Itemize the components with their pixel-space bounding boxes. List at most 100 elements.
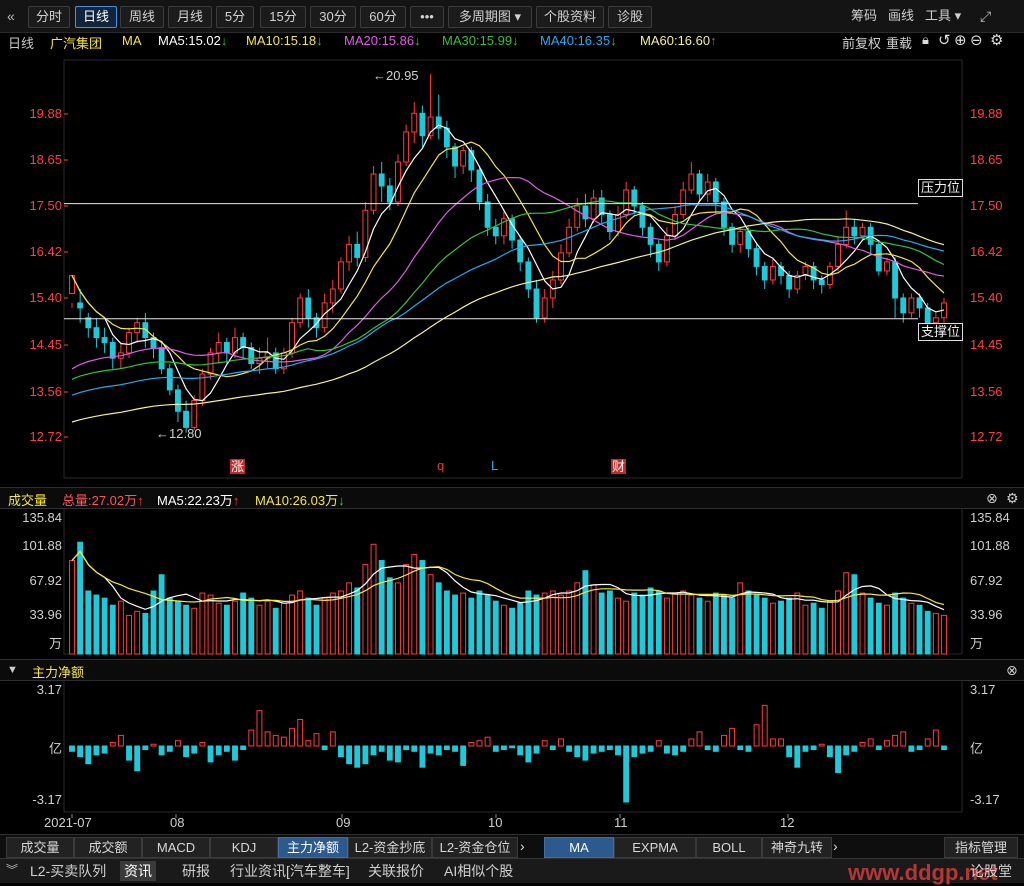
zoom-out-icon[interactable]: ⊖ — [970, 32, 983, 49]
bottom-tab[interactable]: L2-买卖队列 — [30, 863, 107, 879]
bottom-tab[interactable]: AI相似个股 — [444, 863, 514, 879]
flow-bar — [240, 745, 247, 751]
candle-body — [615, 214, 621, 233]
overlay-tab[interactable]: EXPMA — [614, 837, 696, 858]
volume-tick-right: 33.96 — [970, 607, 1003, 622]
candle-body — [183, 410, 190, 428]
stock-name: 广汽集团 — [50, 36, 103, 51]
adjust-button[interactable]: 前复权 — [842, 36, 882, 51]
toolbar-15min-button[interactable]: 15分 — [260, 6, 306, 28]
volume-bar — [174, 600, 181, 655]
event-marker-limitup[interactable]: 涨 — [230, 459, 246, 474]
toolbar-30min-button[interactable]: 30分 — [310, 6, 356, 28]
indicator-tab[interactable]: KDJ — [210, 837, 278, 858]
lock-icon[interactable]: 🔒︎ — [922, 32, 929, 47]
bottom-tab[interactable]: 关联报价 — [368, 863, 424, 879]
volume-bar — [859, 592, 866, 655]
toolbar-more-button[interactable]: ••• — [410, 6, 444, 28]
ma-label: MA — [122, 33, 142, 48]
low-value: 12.80 — [169, 426, 202, 441]
price-tick-left: 15.40 — [29, 290, 62, 305]
event-marker-q[interactable]: q — [437, 458, 445, 473]
indicator-tab[interactable]: MACD — [142, 837, 210, 858]
candle-body — [810, 265, 817, 281]
flow-bar — [859, 741, 866, 747]
candle-body — [191, 400, 198, 428]
volume-bar — [525, 590, 532, 655]
candle-body — [696, 173, 703, 195]
volume-title: 成交量 — [8, 493, 48, 508]
toolbar-intraday-button[interactable]: 分时 — [28, 6, 70, 28]
reload-button[interactable]: 重载 — [886, 36, 913, 51]
volume-bar — [696, 597, 703, 655]
volume-tick-left: 33.96 — [29, 607, 62, 622]
flow-bar — [688, 738, 695, 747]
indicator-tab[interactable]: 成交额 — [74, 837, 142, 858]
collapse-icon[interactable]: ▼ — [7, 664, 18, 676]
bottom-tab[interactable]: 资讯 — [120, 861, 156, 881]
indicator-manage-button[interactable]: 指标管理 — [944, 837, 1018, 858]
toolbar-monthly-button[interactable]: 月线 — [168, 6, 212, 28]
event-marker-finance[interactable]: 财 — [611, 459, 627, 474]
flow-bar — [786, 745, 793, 758]
settings-icon[interactable]: ⚙ — [990, 32, 1004, 49]
flow-bar — [232, 745, 238, 761]
toolbar-stock-info-button[interactable]: 个股资料 — [536, 6, 604, 28]
candle-body — [150, 337, 157, 349]
undo-icon[interactable]: ↺ — [938, 32, 951, 49]
flow-bar — [427, 745, 434, 754]
toolbar-60min-button[interactable]: 60分 — [360, 6, 406, 28]
flow-bar — [280, 736, 287, 747]
toolbar-multi-period-button[interactable]: 多周期图 ▾ — [448, 6, 532, 28]
toolbar-diagnose-button[interactable]: 诊股 — [608, 6, 652, 28]
flow-bar — [908, 745, 915, 752]
flow-bar — [174, 740, 181, 747]
volume-bar — [721, 594, 727, 655]
candle-body — [142, 322, 149, 339]
next-indicator-icon[interactable]: › — [520, 838, 525, 854]
indicator-tab[interactable]: L2-资金仓位 — [432, 837, 518, 858]
draw-button[interactable]: 画线 — [888, 8, 915, 23]
back-icon[interactable]: « — [7, 8, 15, 24]
candle-body — [378, 173, 385, 187]
volume-settings-icon[interactable]: ⚙ — [1006, 490, 1019, 506]
volume-bar — [884, 604, 890, 655]
forum-tab[interactable]: 论股堂 — [970, 863, 1012, 879]
toolbar-5min-button[interactable]: 5分 — [216, 6, 254, 28]
bottom-tab[interactable]: 行业资讯[汽车整车] — [230, 863, 350, 879]
candle-body — [297, 297, 304, 324]
flow-bar — [337, 745, 344, 758]
period-label: 日线 — [8, 36, 35, 51]
volume-bar — [900, 597, 907, 655]
overlay-tab[interactable]: BOLL — [696, 837, 762, 858]
toolbar-weekly-button[interactable]: 周线 — [120, 6, 164, 28]
toolbar-daily-button[interactable]: 日线 — [75, 6, 117, 28]
price-chart[interactable]: 日线 广汽集团 MA MA5:15.02↓ MA10:15.18↓ MA20:15.… — [0, 32, 1024, 480]
flow-bar — [623, 745, 630, 803]
bottom-tab[interactable]: 研报 — [182, 863, 210, 879]
indicator-tab[interactable]: 成交量 — [6, 837, 74, 858]
flow-bar — [435, 745, 442, 756]
tools-button[interactable]: 工具 ▾ — [925, 8, 962, 23]
collapse-panel-icon[interactable]: ︾ — [6, 863, 19, 877]
close-flow-icon[interactable]: ⊗ — [1006, 662, 1018, 678]
overlay-tab[interactable]: 神奇九转 — [762, 837, 832, 858]
volume-bar — [932, 612, 939, 655]
next-overlay-icon[interactable]: › — [833, 838, 838, 854]
close-volume-icon[interactable]: ⊗ — [986, 490, 998, 506]
flow-panel[interactable]: 3.17 3.17 亿 亿 -3.17 -3.17 — [0, 680, 1024, 814]
volume-header: 成交量 总量:27.02万↑ MA5:22.23万↑ MA10:26.03万↓ … — [0, 487, 1024, 509]
event-marker-l[interactable]: L — [491, 458, 499, 473]
volume-bar — [337, 590, 344, 655]
flow-bar — [712, 745, 719, 752]
indicator-tab[interactable]: 主力净额 — [278, 837, 348, 858]
expand-icon[interactable]: ⤢ — [980, 8, 992, 24]
volume-panel[interactable]: 135.84 135.84 101.88 101.88 67.92 67.92 33.96 3… — [0, 508, 1024, 656]
zoom-in-icon[interactable]: ⊕ — [954, 32, 967, 49]
indicator-tab[interactable]: L2-资金抄底 — [348, 837, 432, 858]
candle-body — [346, 243, 353, 263]
flow-bar — [525, 745, 532, 763]
chips-button[interactable]: 筹码 — [851, 8, 878, 23]
candle-body — [313, 317, 320, 329]
overlay-tab[interactable]: MA — [544, 837, 614, 858]
